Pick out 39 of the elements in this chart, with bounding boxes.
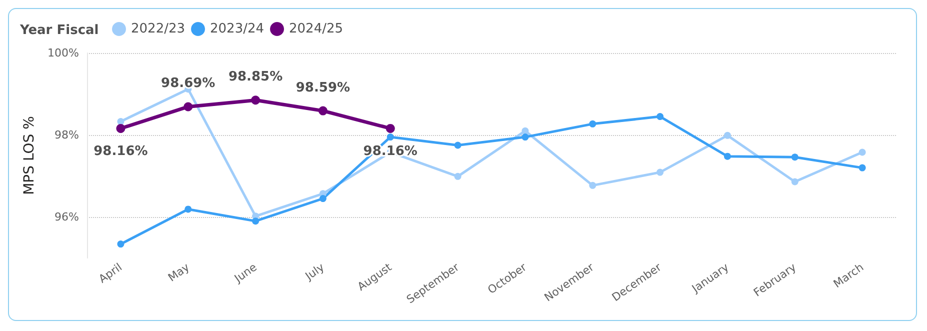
point	[791, 154, 798, 161]
point	[791, 178, 798, 186]
x-tick-label: July	[302, 260, 328, 284]
point	[386, 124, 395, 133]
point	[724, 152, 731, 160]
point	[454, 172, 462, 180]
y-axis-title: MPS LOS %	[22, 116, 38, 195]
legend-label: 2022/23	[131, 22, 186, 36]
x-tick-label: May	[166, 260, 192, 284]
y-tick-label: 98%	[54, 128, 79, 142]
legend-label: 2024/25	[289, 22, 344, 36]
point	[184, 206, 192, 213]
point	[386, 134, 394, 141]
legend-label: 2023/24	[210, 22, 264, 36]
point	[656, 113, 664, 120]
data-label: 98.16%	[94, 144, 148, 159]
y-tick-label: 100%	[48, 46, 79, 60]
point	[318, 106, 328, 116]
point	[116, 124, 126, 133]
point	[252, 218, 260, 225]
y-tick-label: 96%	[54, 210, 79, 224]
point	[858, 164, 866, 172]
point	[454, 142, 462, 149]
point	[522, 134, 529, 141]
point	[724, 132, 731, 139]
point	[656, 168, 664, 176]
point	[319, 195, 326, 202]
point	[184, 102, 193, 112]
data-label: 98.59%	[296, 80, 350, 96]
point	[589, 120, 596, 128]
data-label: 98.69%	[161, 76, 216, 92]
point	[589, 182, 596, 189]
point	[251, 96, 260, 105]
point	[117, 118, 124, 125]
point	[858, 148, 866, 156]
legend-title: Year Fiscal	[19, 23, 99, 38]
data-label: 98.85%	[228, 70, 283, 85]
point	[117, 240, 124, 248]
point	[522, 127, 529, 134]
